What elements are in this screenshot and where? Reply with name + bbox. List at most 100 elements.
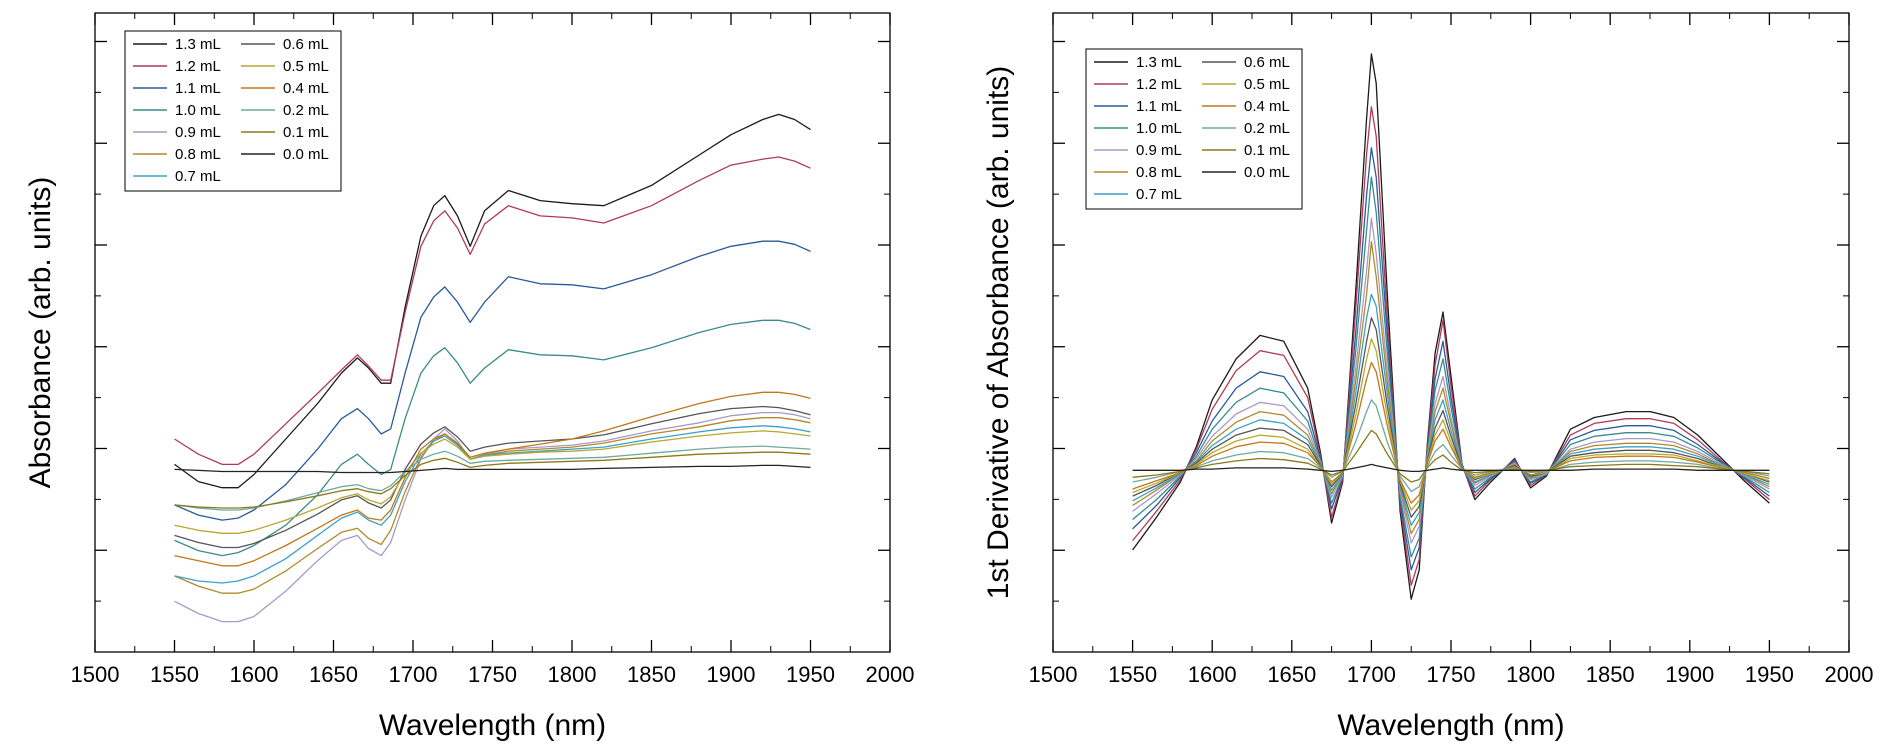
legend-label: 1.2 mL bbox=[1136, 76, 1182, 93]
legend-item: 0.1 mL bbox=[1202, 142, 1290, 159]
legend-item: 1.3 mL bbox=[133, 36, 221, 53]
legend-box bbox=[1085, 48, 1303, 210]
legend-label: 1.1 mL bbox=[1136, 98, 1182, 115]
legend-label: 0.0 mL bbox=[283, 146, 329, 163]
x-tick-label: 1600 bbox=[230, 662, 279, 687]
legend-label: 0.6 mL bbox=[1244, 54, 1290, 71]
series-line-1-3-ml bbox=[1132, 53, 1770, 600]
series-line-0-0-ml bbox=[174, 464, 811, 474]
absorbance-chart: 1500 1550 1600 1650 1700 1750 1800 1850 1900 1950… bbox=[24, 12, 915, 742]
legend-item: 0.1 mL bbox=[241, 124, 329, 141]
legend-item: 1.2 mL bbox=[1094, 76, 1182, 93]
series-line-0-0-ml bbox=[1132, 463, 1770, 473]
legend-label: 0.9 mL bbox=[175, 124, 221, 141]
series-lines bbox=[1132, 53, 1770, 600]
legend-item: 1.3 mL bbox=[1094, 54, 1182, 71]
legend-label: 0.1 mL bbox=[1244, 142, 1290, 159]
legend-label: 0.2 mL bbox=[283, 102, 329, 119]
x-tick-label: 1500 bbox=[1029, 662, 1078, 687]
series-line-0-5-ml bbox=[174, 430, 811, 534]
series-line-0-4-ml bbox=[1132, 361, 1770, 504]
x-tick-label: 1800 bbox=[1506, 662, 1555, 687]
legend-item: 0.0 mL bbox=[1202, 164, 1290, 181]
legend-label: 0.1 mL bbox=[283, 124, 329, 141]
legend-label: 0.5 mL bbox=[283, 58, 329, 75]
legend-label: 0.4 mL bbox=[283, 80, 329, 97]
series-line-0-6-ml bbox=[174, 405, 811, 549]
x-tick-label: 1750 bbox=[1427, 662, 1476, 687]
x-tick-label: 1650 bbox=[1267, 662, 1316, 687]
legend-label: 0.0 mL bbox=[1244, 164, 1290, 181]
legend-label: 1.2 mL bbox=[175, 58, 221, 75]
series-line-0-1-ml bbox=[1132, 429, 1770, 483]
y-axis-label: Absorbance (arb. units) bbox=[24, 177, 57, 489]
x-tick-label: 2000 bbox=[866, 662, 915, 687]
legend-label: 0.8 mL bbox=[175, 146, 221, 163]
series-line-0-2-ml bbox=[1132, 399, 1770, 493]
series-line-1-2-ml bbox=[1132, 106, 1770, 586]
x-tick-label: 1650 bbox=[309, 662, 358, 687]
legend-item: 0.5 mL bbox=[241, 58, 329, 75]
series-line-0-6-ml bbox=[1132, 317, 1770, 518]
legend-item: 1.2 mL bbox=[133, 58, 221, 75]
legend-label: 0.9 mL bbox=[1136, 142, 1182, 159]
series-line-0-5-ml bbox=[1132, 338, 1770, 511]
legend-item: 0.9 mL bbox=[133, 124, 221, 141]
legend-label: 1.1 mL bbox=[175, 80, 221, 97]
legend-item: 1.1 mL bbox=[133, 80, 221, 97]
x-tick-label: 1900 bbox=[1665, 662, 1714, 687]
first-derivative-chart: 1500 1550 1600 1650 1700 1750 1800 1850 1900 1950… bbox=[982, 12, 1874, 742]
series-line-1-1-ml bbox=[1132, 147, 1770, 571]
legend-item: 0.6 mL bbox=[1202, 54, 1290, 71]
x-tick-label: 2000 bbox=[1825, 662, 1874, 687]
x-tick-label: 1550 bbox=[1108, 662, 1157, 687]
legend-label: 0.5 mL bbox=[1244, 76, 1290, 93]
series-lines bbox=[174, 113, 811, 623]
series-line-0-7-ml bbox=[174, 425, 811, 584]
series-line-1-0-ml bbox=[1132, 176, 1770, 558]
x-tick-label: 1700 bbox=[1347, 662, 1396, 687]
x-tick-label: 1950 bbox=[1745, 662, 1794, 687]
legend-label: 1.0 mL bbox=[1136, 120, 1182, 137]
legend-item: 0.7 mL bbox=[1094, 186, 1182, 203]
x-tick-label: 1950 bbox=[786, 662, 835, 687]
legend-item: 0.5 mL bbox=[1202, 76, 1290, 93]
x-tick-label: 1750 bbox=[468, 662, 517, 687]
x-axis-label: Wavelength (nm) bbox=[379, 709, 606, 742]
legend-label: 1.3 mL bbox=[175, 36, 221, 53]
series-line-0-4-ml bbox=[174, 391, 811, 567]
legend-label: 0.4 mL bbox=[1244, 98, 1290, 115]
series-line-0-9-ml bbox=[174, 411, 811, 623]
series-line-0-8-ml bbox=[1132, 240, 1770, 535]
legend-item: 0.8 mL bbox=[1094, 164, 1182, 181]
series-line-0-7-ml bbox=[1132, 293, 1770, 527]
legend-item: 0.0 mL bbox=[241, 146, 329, 163]
series-line-0-8-ml bbox=[174, 417, 811, 594]
legend-item: 0.4 mL bbox=[241, 80, 329, 97]
y-axis-label: 1st Derivative of Absorbance (arb. units… bbox=[982, 66, 1015, 600]
legend-item: 0.6 mL bbox=[241, 36, 329, 53]
series-line-1-0-ml bbox=[174, 319, 811, 557]
legend-box bbox=[124, 30, 342, 192]
x-tick-label: 1850 bbox=[627, 662, 676, 687]
legend-item: 0.2 mL bbox=[241, 102, 329, 119]
legend-item: 0.7 mL bbox=[133, 168, 221, 185]
series-line-0-1-ml bbox=[174, 451, 811, 509]
legend: 1.3 mL 1.2 mL 1.1 mL 1.0 mL 0.9 mL 0.8 mL 0.7 … bbox=[1085, 48, 1303, 210]
x-tick-label: 1900 bbox=[707, 662, 756, 687]
legend: 1.3 mL 1.2 mL 1.1 mL 1.0 mL 0.9 mL 0.8 mL 0.7 … bbox=[124, 30, 342, 192]
legend-item: 1.0 mL bbox=[1094, 120, 1182, 137]
legend-item: 0.8 mL bbox=[133, 146, 221, 163]
x-tick-label: 1500 bbox=[71, 662, 120, 687]
series-line-0-2-ml bbox=[174, 445, 811, 511]
legend-label: 1.0 mL bbox=[175, 102, 221, 119]
legend-item: 0.4 mL bbox=[1202, 98, 1290, 115]
x-tick-label: 1850 bbox=[1586, 662, 1635, 687]
series-line-0-9-ml bbox=[1132, 217, 1770, 544]
legend-item: 0.9 mL bbox=[1094, 142, 1182, 159]
legend-label: 0.6 mL bbox=[283, 36, 329, 53]
x-axis-label: Wavelength (nm) bbox=[1337, 709, 1564, 742]
legend-label: 1.3 mL bbox=[1136, 54, 1182, 71]
legend-label: 0.8 mL bbox=[1136, 164, 1182, 181]
legend-label: 0.7 mL bbox=[1136, 186, 1182, 203]
